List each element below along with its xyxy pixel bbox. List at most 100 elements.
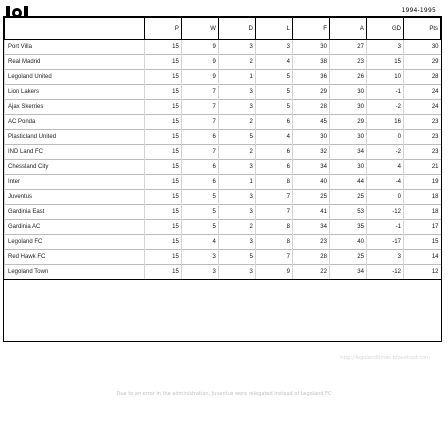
goals-for-value: 28	[291, 99, 330, 115]
column-header-team	[4, 17, 145, 40]
goals-for-value: 25	[291, 189, 330, 205]
team-name: Ajax Skerries	[4, 99, 145, 115]
goals-for-value: 34	[291, 219, 330, 235]
drawn-value: 3	[217, 264, 256, 280]
goals-for-value: 32	[291, 144, 330, 160]
lost-value: 5	[254, 84, 293, 100]
goal-difference-value: -2	[365, 99, 404, 115]
won-value: 5	[180, 219, 219, 235]
season-label: 1994-1995	[401, 7, 436, 14]
table-row: Real Madrid 15 9 2 4 38 23 15 29	[4, 54, 441, 70]
played-value: 15	[143, 39, 182, 55]
lost-value: 6	[254, 114, 293, 130]
goal-difference-value: -1	[365, 84, 404, 100]
goal-difference-value: 16	[365, 114, 404, 130]
drawn-value: 2	[217, 114, 256, 130]
played-value: 15	[143, 219, 182, 235]
lost-value: 7	[254, 204, 293, 220]
goal-difference-value: 10	[365, 69, 404, 85]
goals-for-value: 40	[291, 174, 330, 190]
goals-against-value: 23	[328, 54, 367, 70]
played-value: 15	[143, 189, 182, 205]
team-name: Gardinia East	[4, 204, 145, 220]
played-value: 15	[143, 69, 182, 85]
table-row: Plasticland United 15 6 5 4 30 30 0 23	[4, 129, 441, 145]
drawn-value: 3	[217, 159, 256, 175]
goals-against-value: 44	[328, 174, 367, 190]
column-header-lost: L	[254, 17, 293, 40]
drawn-value: 3	[217, 234, 256, 250]
team-name: Red Hawk FC	[4, 249, 145, 265]
table-row: IND Land FC 15 7 2 6 32 34 -2 23	[4, 144, 441, 160]
drawn-value: 5	[217, 249, 256, 265]
lost-value: 7	[254, 249, 293, 265]
goal-difference-value: 0	[365, 129, 404, 145]
column-header-goals-against: A	[328, 17, 367, 40]
won-value: 4	[180, 234, 219, 250]
points-value: 12	[402, 264, 441, 280]
drawn-value: 3	[217, 204, 256, 220]
team-name: Inter	[4, 174, 145, 190]
won-value: 7	[180, 84, 219, 100]
points-value: 19	[402, 174, 441, 190]
drawn-value: 1	[217, 69, 256, 85]
goals-against-value: 30	[328, 84, 367, 100]
won-value: 3	[180, 249, 219, 265]
team-name: Gardinia AC	[4, 219, 145, 235]
played-value: 15	[143, 159, 182, 175]
team-name: Chessland City	[4, 159, 145, 175]
goals-against-value: 30	[328, 129, 367, 145]
played-value: 15	[143, 99, 182, 115]
won-value: 9	[180, 39, 219, 55]
table-row: Gardinia East 15 5 3 7 41 53 -12 18	[4, 204, 441, 220]
league-table-frame: P W D L F A GD Pts Port Villa 15 9 3 3 3…	[3, 16, 442, 342]
column-header-drawn: D	[217, 17, 256, 40]
lost-value: 6	[254, 159, 293, 175]
won-value: 6	[180, 129, 219, 145]
points-value: 21	[402, 159, 441, 175]
points-value: 17	[402, 219, 441, 235]
relegation-note: Due to an error in the administration, J…	[116, 391, 332, 397]
site-url-link[interactable]: http://legolandtimes.bravehost.com	[340, 355, 430, 361]
lost-value: 8	[254, 219, 293, 235]
column-header-played: P	[143, 17, 182, 40]
league-table: P W D L F A GD Pts Port Villa 15 9 3 3 3…	[4, 17, 442, 280]
table-row: Port Villa 15 9 3 3 30 27 3 30	[4, 39, 441, 55]
points-value: 24	[402, 99, 441, 115]
goals-for-value: 28	[291, 249, 330, 265]
played-value: 15	[143, 234, 182, 250]
drawn-value: 3	[217, 189, 256, 205]
goals-for-value: 29	[291, 84, 330, 100]
goals-against-value: 26	[328, 69, 367, 85]
goals-for-value: 41	[291, 204, 330, 220]
played-value: 15	[143, 54, 182, 70]
goals-for-value: 23	[291, 234, 330, 250]
team-name: Port Villa	[4, 39, 145, 55]
goals-against-value: 35	[328, 219, 367, 235]
logo-letter-i-icon	[6, 6, 10, 20]
table-row: Inter 15 6 1 8 40 44 -4 19	[4, 174, 441, 190]
lost-value: 7	[254, 189, 293, 205]
goals-for-value: 34	[291, 159, 330, 175]
goal-difference-value: -4	[365, 174, 404, 190]
goal-difference-value: -1	[365, 219, 404, 235]
team-name: AC Ponda	[4, 114, 145, 130]
drawn-value: 3	[217, 84, 256, 100]
points-value: 15	[402, 234, 441, 250]
table-header-row: P W D L F A GD Pts	[4, 17, 442, 40]
table-row: Red Hawk FC 15 3 5 7 28 25 3 14	[4, 249, 441, 265]
lost-value: 9	[254, 264, 293, 280]
lost-value: 8	[254, 174, 293, 190]
logo-letter-l-icon	[24, 6, 28, 20]
team-name: Legoland Town	[4, 264, 145, 280]
lost-value: 3	[254, 39, 293, 55]
table-row: Gardinia AC 15 5 2 8 34 35 -1 17	[4, 219, 441, 235]
won-value: 7	[180, 99, 219, 115]
points-value: 18	[402, 204, 441, 220]
lost-value: 5	[254, 99, 293, 115]
drawn-value: 5	[217, 129, 256, 145]
played-value: 15	[143, 204, 182, 220]
played-value: 15	[143, 144, 182, 160]
won-value: 9	[180, 54, 219, 70]
lost-value: 4	[254, 54, 293, 70]
